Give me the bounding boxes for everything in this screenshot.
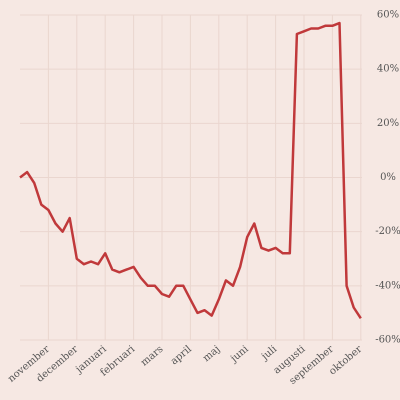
y-tick-label: -60% xyxy=(375,335,400,346)
x-tick-label: april xyxy=(169,344,194,368)
x-tick-label: juni xyxy=(228,344,251,365)
x-tick-label: maj xyxy=(201,344,222,364)
y-tick-label: 0% xyxy=(380,172,396,183)
data-line xyxy=(19,21,362,319)
y-tick-label: -40% xyxy=(375,280,400,291)
y-tick-label: 60% xyxy=(377,10,399,21)
x-tick-label: juli xyxy=(259,344,279,363)
y-tick-label: -20% xyxy=(375,226,400,237)
x-tick-label: mars xyxy=(139,344,165,369)
y-tick-label: 20% xyxy=(377,118,399,129)
y-tick-label: 40% xyxy=(377,64,399,75)
